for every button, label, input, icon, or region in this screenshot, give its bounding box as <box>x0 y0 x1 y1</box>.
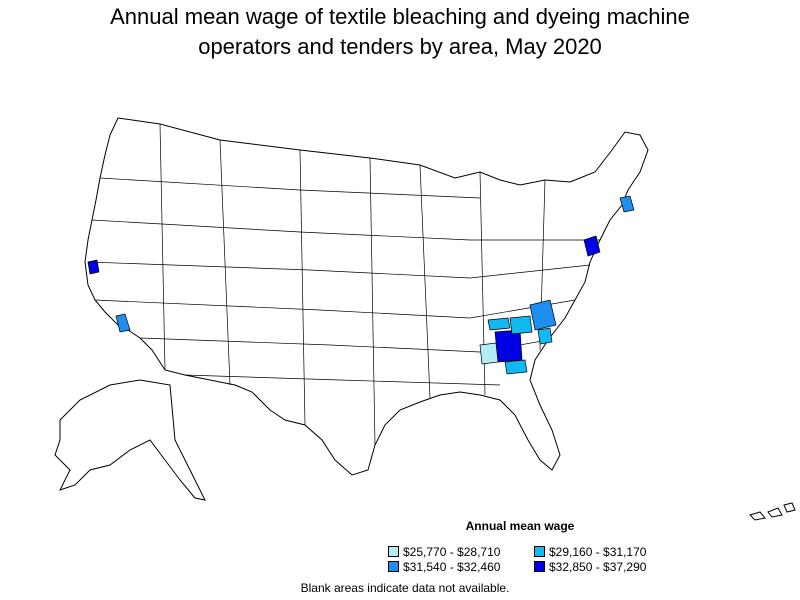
area-sc-mid <box>537 327 553 345</box>
area-boundaries <box>87 123 600 446</box>
area-los-angeles <box>115 313 131 333</box>
area-ga-al-light <box>479 342 499 365</box>
area-new-york-nj <box>583 235 601 257</box>
area-ga-south <box>504 359 528 375</box>
hawaii-outline <box>749 502 796 521</box>
legend-swatch-1 <box>388 546 399 558</box>
title-line-1: Annual mean wage of textile bleaching an… <box>110 4 690 29</box>
map-title: Annual mean wage of textile bleaching an… <box>0 2 800 62</box>
area-nc-west <box>509 315 533 335</box>
area-ga-dalton <box>494 329 523 363</box>
legend-item-3: $31,540 - $32,460 <box>388 560 500 574</box>
data-availability-note: Blank areas indicate data not available. <box>300 581 510 595</box>
legend-swatch-2 <box>534 546 545 558</box>
legend-item-4: $32,850 - $37,290 <box>534 560 646 574</box>
legend-label-4: $32,850 - $37,290 <box>549 560 647 574</box>
legend-title: Annual mean wage <box>465 519 575 533</box>
area-tn-east <box>487 317 511 331</box>
title-line-2: operators and tenders by area, May 2020 <box>198 34 602 59</box>
legend-label-3: $31,540 - $32,460 <box>403 560 501 574</box>
legend-swatch-4 <box>534 561 545 573</box>
legend-item-2: $29,160 - $31,170 <box>534 545 646 559</box>
legend-item-1: $25,770 - $28,710 <box>388 545 500 559</box>
area-sc-upstate <box>529 299 557 331</box>
legend-swatch-3 <box>388 561 399 573</box>
area-bay-area <box>87 259 100 275</box>
alaska-outline <box>54 379 206 501</box>
legend-label-1: $25,770 - $28,710 <box>403 545 501 559</box>
colored-areas <box>87 195 635 375</box>
legend-label-2: $29,160 - $31,170 <box>549 545 647 559</box>
area-boston <box>619 195 635 213</box>
